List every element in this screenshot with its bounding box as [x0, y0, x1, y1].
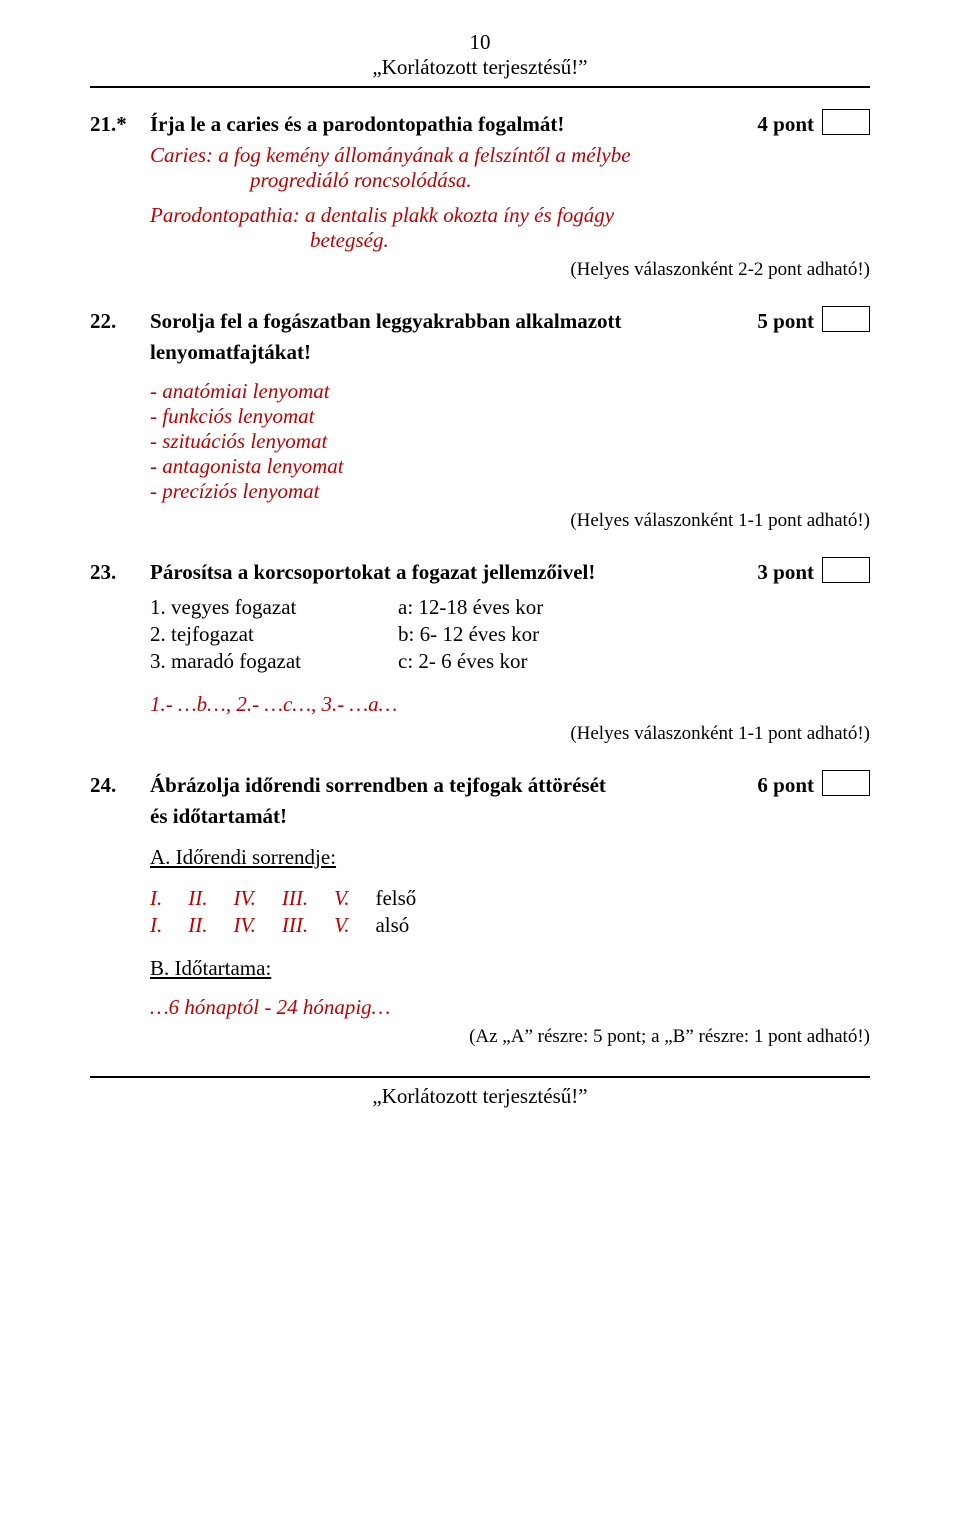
q24-points: 6 pont — [757, 773, 822, 798]
q24-order-rows: I. II. IV. III. V. felső I. II. IV. III.… — [150, 886, 870, 940]
footer-rule — [90, 1076, 870, 1078]
point-box — [822, 770, 870, 796]
q23-left1: 1. vegyes fogazat — [150, 595, 398, 622]
r2-c5: V. — [334, 913, 375, 940]
q22-title: Sorolja fel a fogászatban leggyakrabban … — [150, 309, 757, 334]
page-number: 10 — [90, 30, 870, 55]
q23-number: 23. — [90, 560, 150, 585]
q22-title-l1: Sorolja fel a fogászatban leggyakrabban … — [150, 309, 622, 333]
point-box — [822, 557, 870, 583]
q24-scoring: (Az „A” részre: 5 pont; a „B” részre: 1 … — [90, 1026, 870, 1048]
q22-points: 5 pont — [757, 309, 822, 334]
q23-left2: 2. tejfogazat — [150, 622, 398, 649]
q24-partA: A. Időrendi sorrendje: — [150, 845, 870, 870]
r1-c6: felső — [375, 886, 416, 913]
point-box — [822, 306, 870, 332]
q21-number: 21.* — [90, 112, 150, 137]
q23-right3: c: 2- 6 éves kor — [398, 649, 551, 676]
document-page: 10 „Korlátozott terjesztésű!” 21.* Írja … — [0, 0, 960, 1534]
q24-partA-label: A. Időrendi sorrendje: — [150, 845, 336, 869]
q23-answer: 1.- …b…, 2.- …c…, 3.- …a… — [150, 692, 870, 717]
q21-answer-l4: betegség. — [150, 228, 870, 253]
q24-title-l1: Ábrázolja időrendi sorrendben a tejfogak… — [150, 773, 606, 797]
q22-a2: - funkciós lenyomat — [150, 404, 870, 429]
r1-c3: IV. — [234, 886, 282, 913]
r2-c1: I. — [150, 913, 188, 940]
q24-partB-label: B. Időtartama: — [150, 956, 271, 980]
q24-number: 24. — [90, 773, 150, 798]
q21-answer-l1: Caries: a fog kemény állományának a fels… — [150, 143, 870, 168]
question-23: 23. Párosítsa a korcsoportokat a fogazat… — [90, 560, 870, 745]
r1-c5: V. — [334, 886, 375, 913]
r1-c2: II. — [188, 886, 233, 913]
r2-c6: alsó — [375, 913, 416, 940]
r2-c3: IV. — [234, 913, 282, 940]
header-rule — [90, 86, 870, 88]
r2-c4: III. — [282, 913, 334, 940]
q23-right2: b: 6- 12 éves kor — [398, 622, 551, 649]
r1-c4: III. — [282, 886, 334, 913]
footer-restricted: „Korlátozott terjesztésű!” — [90, 1084, 870, 1109]
q22-a3: - szituációs lenyomat — [150, 429, 870, 454]
q21-title: Írja le a caries és a parodontopathia fo… — [150, 112, 757, 137]
point-box — [822, 109, 870, 135]
q21-points: 4 pont — [757, 112, 822, 137]
q22-a1: - anatómiai lenyomat — [150, 379, 870, 404]
q23-right1: a: 12-18 éves kor — [398, 595, 551, 622]
q23-scoring: (Helyes válaszonként 1-1 pont adható!) — [90, 723, 870, 745]
q21-answer-l3: Parodontopathia: a dentalis plakk okozta… — [150, 203, 870, 228]
q22-a5: - precíziós lenyomat — [150, 479, 870, 504]
q24-title-l2: és időtartamát! — [150, 804, 870, 829]
q22-scoring: (Helyes válaszonként 1-1 pont adható!) — [90, 510, 870, 532]
q21-answer-l2: progrediáló roncsolódása. — [150, 168, 870, 193]
q22-title-l2: lenyomatfajtákat! — [150, 340, 870, 365]
question-24: 24. Ábrázolja időrendi sorrendben a tejf… — [90, 773, 870, 1048]
q23-points: 3 pont — [757, 560, 822, 585]
q22-number: 22. — [90, 309, 150, 334]
header-restricted: „Korlátozott terjesztésű!” — [90, 55, 870, 80]
q23-title: Párosítsa a korcsoportokat a fogazat jel… — [150, 560, 757, 585]
question-21: 21.* Írja le a caries és a parodontopath… — [90, 112, 870, 281]
q24-ansB: …6 hónaptól - 24 hónapig… — [150, 995, 870, 1020]
r1-c1: I. — [150, 886, 188, 913]
q22-a4: - antagonista lenyomat — [150, 454, 870, 479]
q24-partB: B. Időtartama: — [150, 956, 870, 981]
q24-title: Ábrázolja időrendi sorrendben a tejfogak… — [150, 773, 757, 798]
q23-left3: 3. maradó fogazat — [150, 649, 398, 676]
r2-c2: II. — [188, 913, 233, 940]
q21-scoring: (Helyes válaszonként 2-2 pont adható!) — [90, 259, 870, 281]
q23-pairs: 1. vegyes fogazat a: 12-18 éves kor 2. t… — [150, 595, 870, 676]
question-22: 22. Sorolja fel a fogászatban leggyakrab… — [90, 309, 870, 532]
